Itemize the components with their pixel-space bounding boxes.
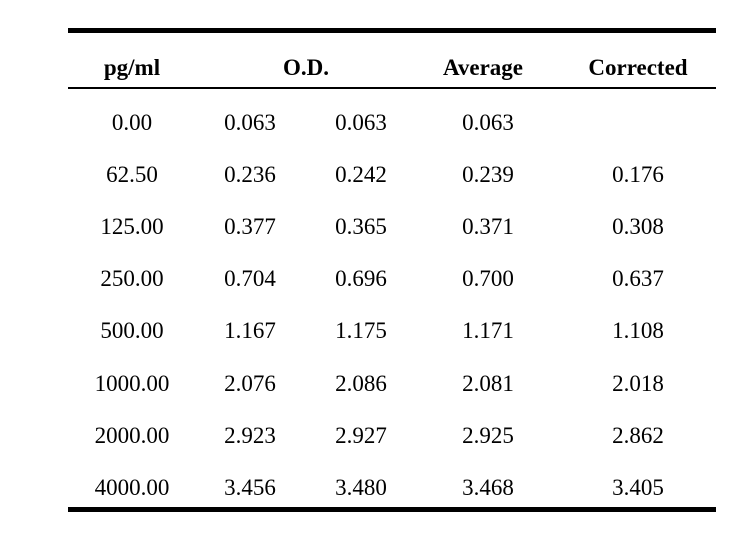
table-row: 1000.00 2.076 2.086 2.081 2.018 xyxy=(68,358,716,410)
cell-corrected: 0.637 xyxy=(612,266,664,291)
cell-od-1: 3.456 xyxy=(224,475,276,500)
cell-od-1: 2.923 xyxy=(224,423,276,448)
cell-od-1: 1.167 xyxy=(224,318,276,343)
cell-od-1: 0.704 xyxy=(224,266,276,291)
table-row: 62.50 0.236 0.242 0.239 0.176 xyxy=(68,149,716,201)
header-od: O.D. xyxy=(283,55,329,80)
cell-average: 2.925 xyxy=(462,423,514,448)
table-row: 250.00 0.704 0.696 0.700 0.637 xyxy=(68,253,716,305)
cell-corrected: 2.862 xyxy=(612,423,664,448)
cell-average: 3.468 xyxy=(462,475,514,500)
cell-corrected: 3.405 xyxy=(612,475,664,500)
cell-average: 0.371 xyxy=(462,214,514,239)
cell-od-2: 0.696 xyxy=(335,266,387,291)
table-row: 500.00 1.167 1.175 1.171 1.108 xyxy=(68,305,716,357)
cell-concentration: 0.00 xyxy=(111,110,153,135)
table-header-row: pg/ml O.D. Average Corrected xyxy=(68,33,716,87)
header-corrected: Corrected xyxy=(588,55,688,80)
cell-od-1: 0.063 xyxy=(224,110,276,135)
table-row: 0.00 0.063 0.063 0.063 xyxy=(68,97,716,149)
cell-od-2: 3.480 xyxy=(335,475,387,500)
cell-od-2: 0.365 xyxy=(335,214,387,239)
cell-od-1: 0.377 xyxy=(224,214,276,239)
cell-average: 0.700 xyxy=(462,266,514,291)
cell-concentration: 4000.00 xyxy=(94,475,170,500)
cell-concentration: 2000.00 xyxy=(94,423,170,448)
cell-od-2: 1.175 xyxy=(335,318,387,343)
cell-od-1: 0.236 xyxy=(224,162,276,187)
cell-average: 2.081 xyxy=(462,371,514,396)
cell-corrected xyxy=(578,97,698,149)
cell-average: 1.171 xyxy=(462,318,514,343)
cell-od-2: 2.086 xyxy=(335,371,387,396)
table-row: 4000.00 3.456 3.480 3.468 3.405 xyxy=(68,462,716,514)
table-body: 0.00 0.063 0.063 0.063 62.50 0.236 0.242… xyxy=(68,89,716,507)
cell-od-2: 0.242 xyxy=(335,162,387,187)
data-table: pg/ml O.D. Average Corrected 0.00 0.063 … xyxy=(68,28,716,512)
header-average: Average xyxy=(442,55,524,80)
cell-corrected: 2.018 xyxy=(612,371,664,396)
table-top-rule xyxy=(68,28,716,33)
table-row: 125.00 0.377 0.365 0.371 0.308 xyxy=(68,201,716,253)
cell-concentration: 500.00 xyxy=(100,318,164,343)
cell-concentration: 125.00 xyxy=(100,214,164,239)
header-concentration: pg/ml xyxy=(103,55,161,80)
cell-concentration: 250.00 xyxy=(100,266,164,291)
cell-corrected: 1.108 xyxy=(612,318,664,343)
cell-od-2: 0.063 xyxy=(335,110,387,135)
cell-od-1: 2.076 xyxy=(224,371,276,396)
cell-average: 0.239 xyxy=(462,162,514,187)
cell-average: 0.063 xyxy=(462,110,514,135)
cell-corrected: 0.176 xyxy=(612,162,664,187)
table-bottom-rule xyxy=(68,507,716,512)
table-header-rule xyxy=(68,87,716,89)
table-row: 2000.00 2.923 2.927 2.925 2.862 xyxy=(68,410,716,462)
cell-concentration: 62.50 xyxy=(106,162,158,187)
cell-od-2: 2.927 xyxy=(335,423,387,448)
cell-corrected: 0.308 xyxy=(612,214,664,239)
cell-concentration: 1000.00 xyxy=(94,371,170,396)
